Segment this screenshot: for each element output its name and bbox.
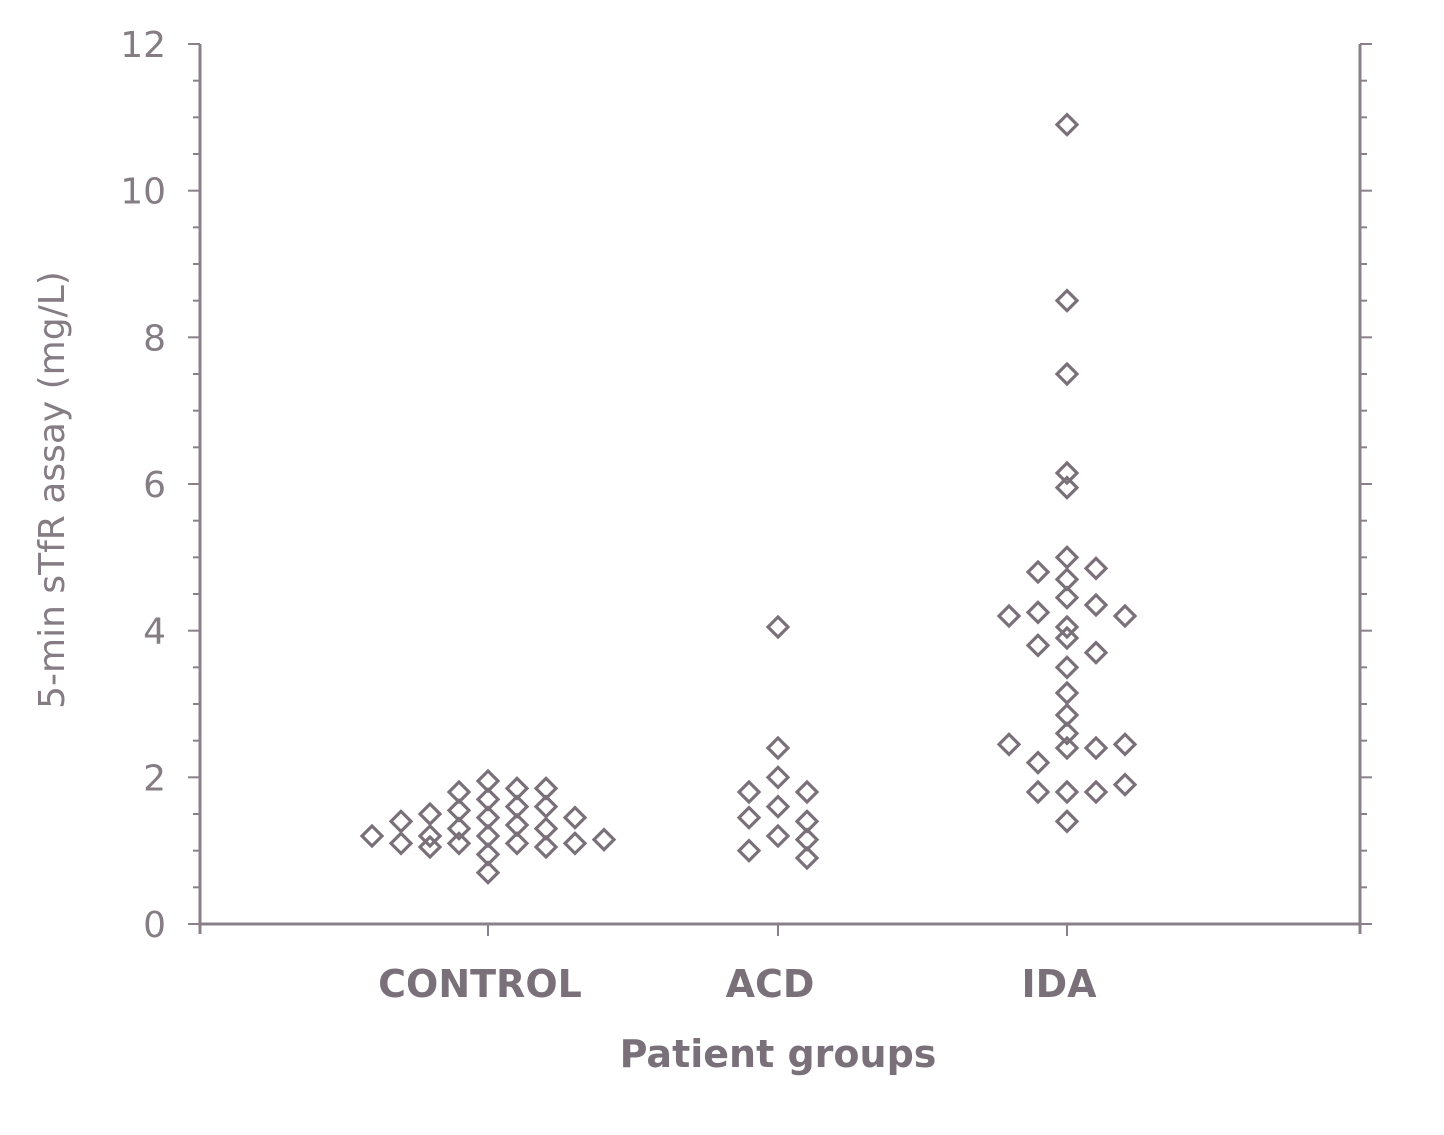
data-point-ida [1054, 614, 1080, 640]
data-point-ida [1025, 750, 1051, 775]
data-point-ida [1054, 680, 1080, 706]
data-point-control [562, 831, 588, 856]
data-point-ida [1083, 779, 1109, 805]
data-point-acd [794, 779, 820, 805]
data-point-ida [1083, 592, 1109, 618]
data-point-acd [736, 805, 762, 830]
y-tick-label: 6 [143, 465, 166, 506]
data-point-ida [1025, 633, 1051, 658]
data-point-ida [1054, 809, 1080, 834]
data-point-ida [1054, 112, 1080, 137]
data-point-ida [1054, 625, 1080, 651]
data-point-ida [1054, 460, 1080, 486]
data-point-ida [1025, 559, 1051, 585]
y-axis-title: 5-min sTfR assay (mg/L) [32, 271, 73, 709]
data-point-ida [1025, 779, 1051, 805]
data-point-acd [736, 779, 762, 805]
y-tick-label: 0 [143, 905, 166, 946]
data-point-ida [1054, 655, 1080, 680]
data-point-ida [1112, 772, 1138, 797]
x-tick-label: IDA [1021, 962, 1097, 1006]
x-tick-label: CONTROL [378, 962, 582, 1006]
x-tick-label: ACD [726, 962, 815, 1006]
x-axis-title: Patient groups [620, 1032, 937, 1076]
data-point-ida [996, 732, 1022, 757]
data-point-control [417, 801, 443, 827]
data-point-acd [794, 845, 820, 871]
data-point-acd [765, 823, 791, 849]
data-point-ida [1025, 600, 1051, 625]
data-point-ida [1054, 545, 1080, 570]
data-point-control [388, 831, 414, 856]
data-point-control [475, 860, 501, 885]
data-point-control [359, 823, 385, 849]
y-tick-label: 8 [143, 318, 166, 359]
data-point-ida [1083, 640, 1109, 665]
data-point-ida [1054, 585, 1080, 610]
x-axis-ticks: CONTROL ACD IDA [378, 924, 1097, 1006]
data-point-ida [996, 603, 1022, 629]
y-tick-label: 2 [143, 758, 166, 799]
data-point-control [562, 805, 588, 830]
axes [198, 44, 1362, 934]
y-tick-label: 12 [120, 25, 166, 66]
data-point-control [388, 809, 414, 834]
data-point-acd [765, 765, 791, 790]
data-point-ida [1083, 556, 1109, 581]
y-tick-label: 4 [143, 612, 166, 653]
data-point-ida [1054, 779, 1080, 805]
data-point-ida [1054, 735, 1080, 761]
data-point-acd [765, 614, 791, 640]
data-point-control [591, 827, 617, 852]
data-point-ida [1112, 732, 1138, 757]
data-point-control [417, 823, 443, 849]
data-point-ida [1054, 288, 1080, 313]
data-point-ida [1054, 475, 1080, 500]
data-point-control [446, 831, 472, 856]
data-point-acd [765, 735, 791, 761]
y-axis-ticks: 0 2 4 6 8 10 12 [120, 25, 1372, 946]
data-point-ida [1112, 603, 1138, 629]
data-points [359, 112, 1138, 885]
y-tick-label: 10 [120, 172, 166, 213]
data-point-ida [1054, 361, 1080, 387]
data-point-acd [765, 794, 791, 819]
data-point-control [446, 816, 472, 841]
data-point-acd [736, 838, 762, 863]
data-point-control [533, 834, 559, 860]
data-point-ida [1054, 721, 1080, 746]
data-point-ida [1083, 735, 1109, 761]
data-point-control [417, 834, 443, 860]
data-point-control [504, 831, 530, 856]
